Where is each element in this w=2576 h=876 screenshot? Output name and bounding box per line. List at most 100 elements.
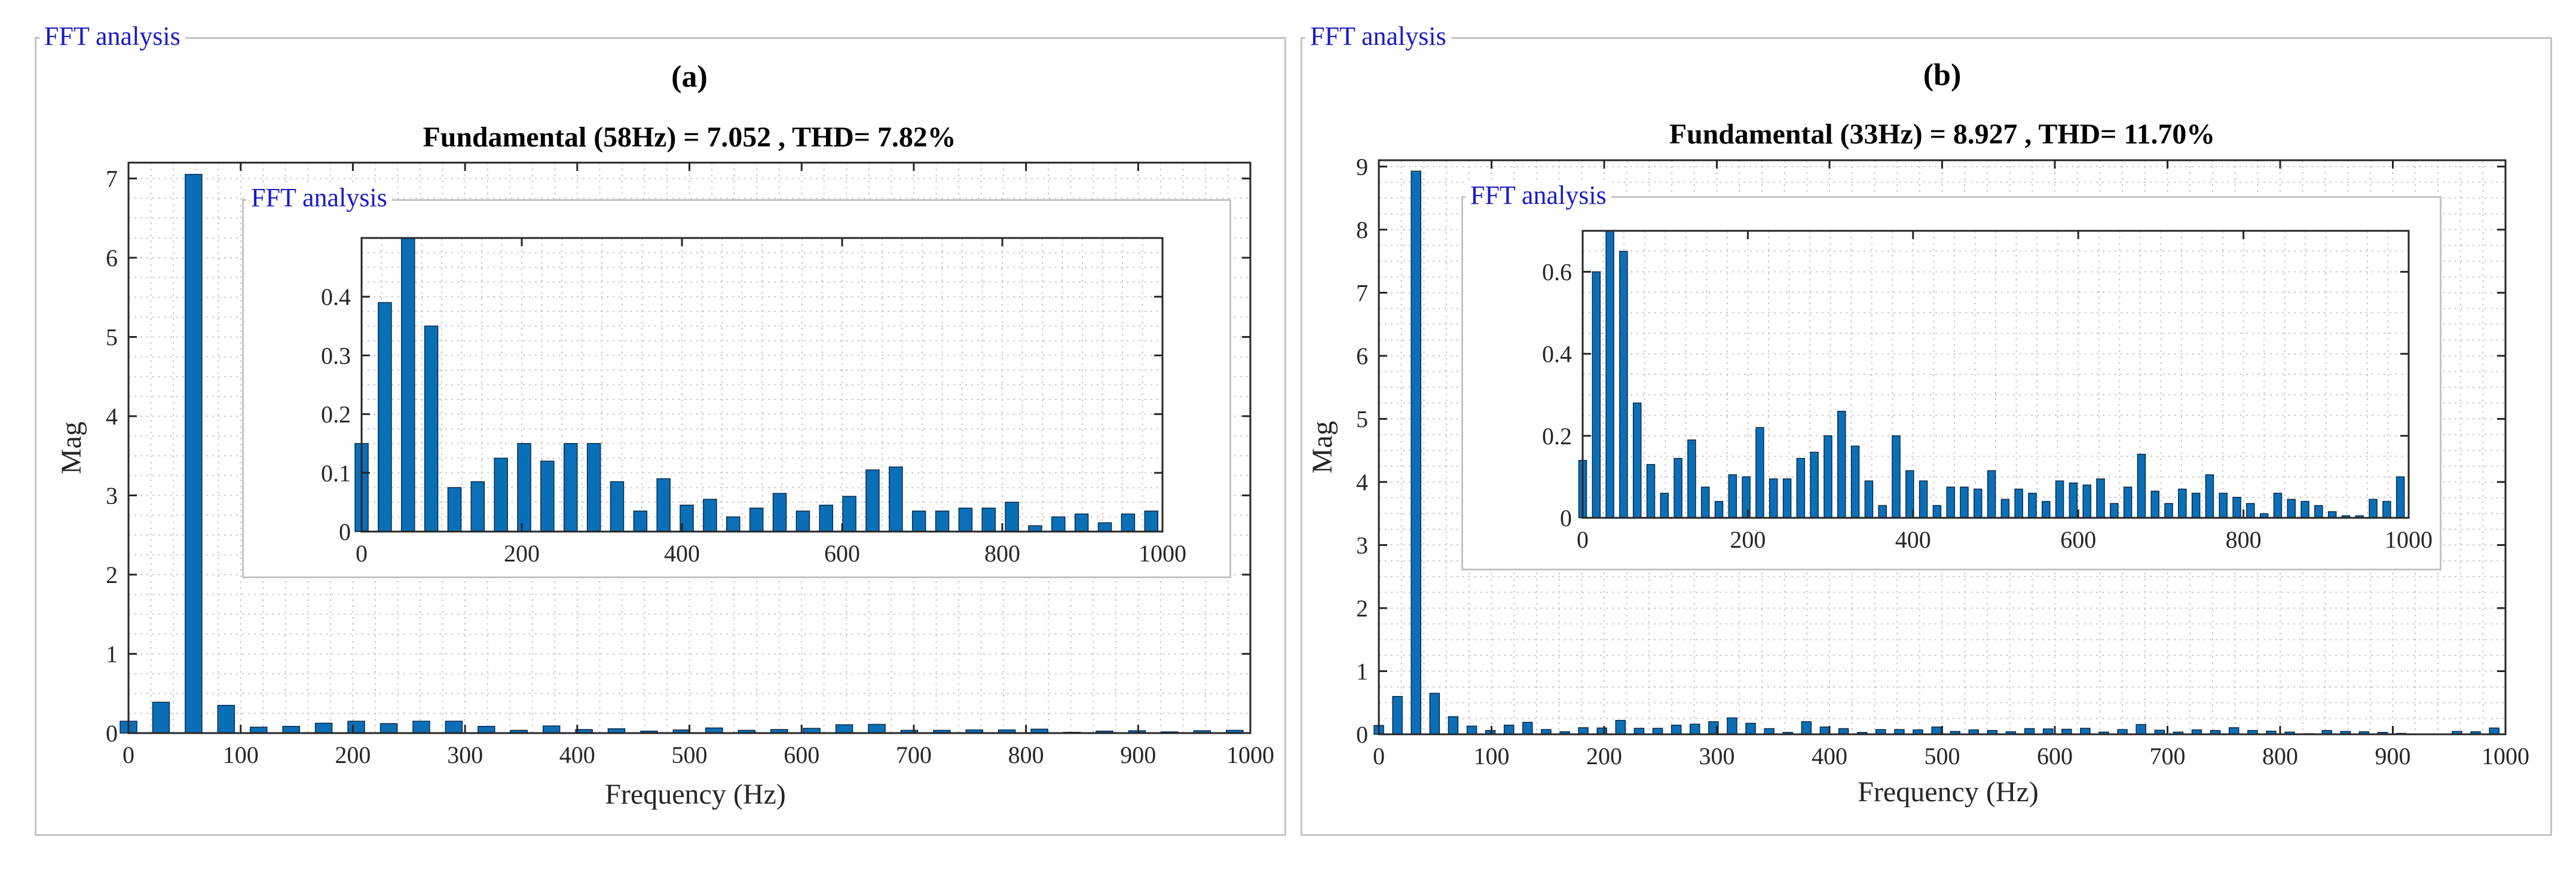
chart-a-xtick-label: 600 [784, 741, 819, 768]
chart-b-ytick-label: 0 [1356, 721, 1368, 748]
chart-b-xtick-label: 1000 [2482, 743, 2529, 770]
panel-a [35, 37, 1286, 836]
inset-b-bar [2369, 499, 2378, 518]
inset-b-bar [1987, 470, 1996, 518]
chart-b-ytick-label: 6 [1356, 343, 1368, 370]
chart-a-xtick-label: 300 [447, 741, 483, 768]
inset-b-bar [1646, 464, 1656, 518]
inset-b-bar [1932, 505, 1942, 518]
inset-b-bar [2396, 476, 2405, 518]
inset-b-legend: FFT analysis [1466, 181, 1611, 210]
inset-b-bar [1878, 505, 1887, 518]
inset-b-ytick-label: 0.6 [1542, 259, 1572, 286]
inset-b-bar [1714, 500, 1724, 518]
inset-b-bar [2219, 493, 2228, 518]
inset-b-bar [2287, 499, 2296, 518]
inset-b-bar [2042, 500, 2051, 518]
inset-a-xtick-label: 800 [984, 540, 1020, 567]
chart-b-xtick-label: 700 [2150, 743, 2186, 770]
inset-b-bar [1742, 476, 1751, 518]
chart-b-ytick-label: 4 [1356, 469, 1368, 496]
inset-b-bar [2069, 482, 2078, 518]
inset-b-bar [2191, 493, 2201, 518]
inset-b-ytick-label: 0 [1560, 505, 1572, 532]
chart-b-ytick-label: 7 [1356, 280, 1368, 307]
inset-b-bar [1946, 486, 1955, 518]
inset-b-bar [2232, 496, 2241, 518]
inset-a-ytick-label: 0.4 [321, 283, 351, 310]
inset-b-bar [1864, 480, 1874, 518]
inset-b-bar [1919, 480, 1928, 518]
inset-b-bar [1660, 493, 1669, 518]
inset-b-bar [1728, 474, 1737, 518]
inset-b-bar [1674, 457, 1682, 518]
inset-b-xtick-label: 400 [1895, 526, 1931, 553]
inset-b-bar [2314, 505, 2323, 518]
chart-a-xtick-label: 1000 [1226, 741, 1274, 768]
chart-b-xtick-label: 600 [2037, 743, 2073, 770]
chart-a-panel-label: (a) [671, 60, 708, 94]
inset-b-bar [1605, 230, 1614, 518]
inset-b-bar [2300, 500, 2309, 518]
inset-a-xtick-label: 400 [664, 540, 700, 567]
inset-a-ytick-label: 0.3 [321, 342, 351, 369]
inset-b-bar [2110, 503, 2119, 518]
inset-b-bar [1592, 271, 1601, 518]
chart-b-xtick-label: 400 [1812, 743, 1847, 770]
inset-b-bar [1632, 402, 1642, 518]
chart-b-ytick-label: 8 [1356, 216, 1368, 243]
chart-b-xtick-label: 900 [2375, 743, 2411, 770]
chart-b-xtick-label: 0 [1373, 743, 1385, 770]
inset-a-ytick-label: 0 [339, 518, 351, 545]
inset-b-bar [2082, 484, 2091, 518]
inset-b-bar [2123, 486, 2133, 518]
inset-a-legend: FFT analysis [246, 183, 392, 213]
inset-b-xtick-label: 600 [2060, 526, 2096, 553]
inset-a-ytick-label: 0.1 [321, 460, 351, 487]
chart-a-xtick-label: 500 [672, 741, 708, 768]
chart-a-xlabel: Frequency (Hz) [605, 779, 786, 810]
inset-b-bar [1810, 451, 1819, 518]
inset-b-ytick-label: 0.4 [1542, 341, 1572, 368]
inset-b-bar [1687, 439, 1696, 518]
chart-a-xtick-label: 100 [223, 741, 259, 768]
chart-a-ytick-label: 2 [106, 561, 118, 588]
chart-b-ylabel: Mag [1307, 421, 1338, 474]
inset-b-bar [1796, 457, 1806, 518]
chart-a-title: Fundamental (58Hz) = 7.052 , THD= 7.82% [423, 121, 956, 153]
inset-a-xtick-label: 0 [356, 540, 368, 567]
inset-b-bar [2150, 490, 2159, 518]
chart-a-ytick-label: 5 [106, 324, 118, 351]
inset-b-xtick-label: 0 [1577, 526, 1589, 553]
chart-a-ytick-label: 3 [106, 483, 118, 509]
chart-b-ytick-label: 5 [1356, 406, 1368, 433]
chart-b-xtick-label: 300 [1699, 743, 1735, 770]
inset-b-bar [1700, 486, 1710, 518]
inset-b-bar [2273, 493, 2283, 518]
chart-b-panel-label: (b) [1923, 58, 1962, 92]
chart-a-xtick-label: 200 [335, 741, 371, 768]
chart-a-ytick-label: 4 [106, 403, 118, 430]
chart-b-xtick-label: 800 [2262, 743, 2298, 770]
chart-a-ytick-label: 6 [106, 245, 118, 271]
inset-a-xtick-label: 200 [504, 540, 540, 567]
inset-b-bar [2178, 489, 2187, 518]
chart-a-xtick-label: 400 [559, 741, 595, 768]
chart-a-ytick-label: 0 [106, 720, 118, 747]
chart-b-ytick-label: 1 [1356, 658, 1368, 685]
inset-b-xtick-label: 1000 [2385, 526, 2433, 553]
inset-a-axes-frame [360, 237, 1164, 533]
chart-a-xtick-label: 900 [1120, 741, 1156, 768]
chart-a-xtick-label: 700 [896, 741, 932, 768]
inset-b-bar [2382, 500, 2391, 518]
inset-b-xtick-label: 200 [1730, 526, 1766, 553]
inset-b-bar [1960, 486, 1969, 518]
inset-b-bar [1837, 410, 1846, 518]
chart-a-xtick-label: 800 [1008, 741, 1044, 768]
inset-a-xtick-label: 600 [824, 540, 860, 567]
inset-b-ytick-label: 0.2 [1542, 423, 1572, 450]
inset-b-bar [2137, 453, 2146, 518]
inset-a-ytick-label: 0.2 [321, 401, 351, 428]
